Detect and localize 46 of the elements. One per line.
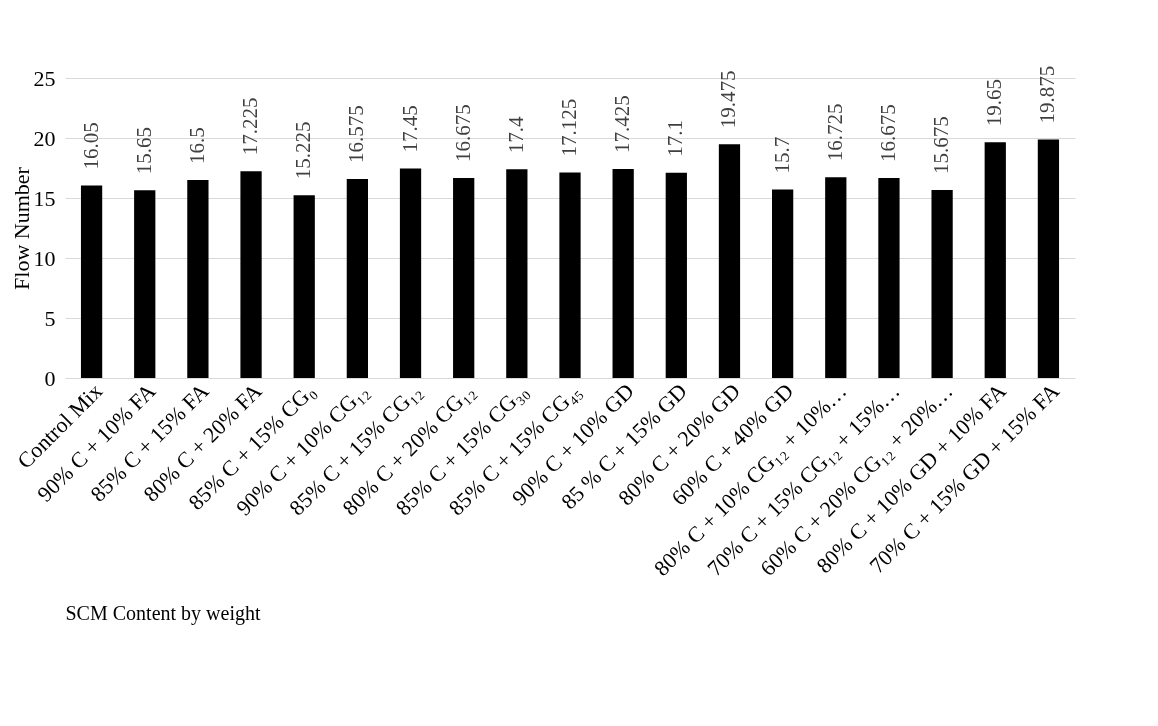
x-axis-title: SCM Content by weight [65, 601, 261, 625]
bar [772, 189, 794, 378]
y-tick-label: 20 [33, 125, 56, 151]
bar [878, 177, 900, 378]
bar [718, 144, 741, 378]
y-axis-title: Flow Number [8, 166, 34, 290]
bar [931, 189, 953, 378]
data-label: 19.475 [716, 70, 741, 129]
data-label: 16.725 [822, 103, 847, 162]
bar [346, 179, 368, 378]
data-label: 17.45 [397, 105, 422, 153]
data-label: 17.125 [557, 98, 581, 157]
y-tick-label: 10 [33, 245, 56, 271]
bar [612, 168, 634, 378]
bar [1037, 139, 1060, 378]
bar [240, 171, 262, 378]
y-tick-label: 0 [44, 365, 56, 391]
bar [453, 177, 475, 378]
data-label: 16.675 [875, 104, 900, 162]
bar [506, 169, 528, 378]
bar [187, 180, 209, 378]
data-label: 15.675 [929, 116, 954, 174]
bar [399, 168, 422, 378]
bar [665, 172, 687, 378]
data-label: 19.65 [982, 78, 1007, 127]
data-label: 17.225 [238, 97, 263, 156]
data-label: 16.5 [184, 127, 209, 164]
data-label: 19.875 [1035, 65, 1060, 124]
bar [293, 195, 315, 378]
data-label: 17.4 [503, 115, 528, 154]
data-label: 15.225 [291, 121, 316, 180]
y-tick-label: 5 [44, 305, 56, 331]
data-label: 17.1 [663, 120, 688, 157]
data-label: 15.65 [131, 126, 156, 175]
bar [984, 142, 1006, 378]
bar [80, 185, 103, 378]
y-tick-label: 25 [33, 65, 56, 91]
y-tick-label: 15 [33, 185, 56, 211]
data-label: 16.575 [344, 105, 369, 164]
data-label: 15.7 [769, 136, 794, 174]
bar [134, 190, 156, 378]
data-label: 16.675 [450, 104, 475, 162]
data-label: 17.425 [610, 95, 635, 153]
bar [559, 172, 581, 378]
data-label: 16.05 [78, 122, 103, 170]
bar [825, 177, 847, 378]
